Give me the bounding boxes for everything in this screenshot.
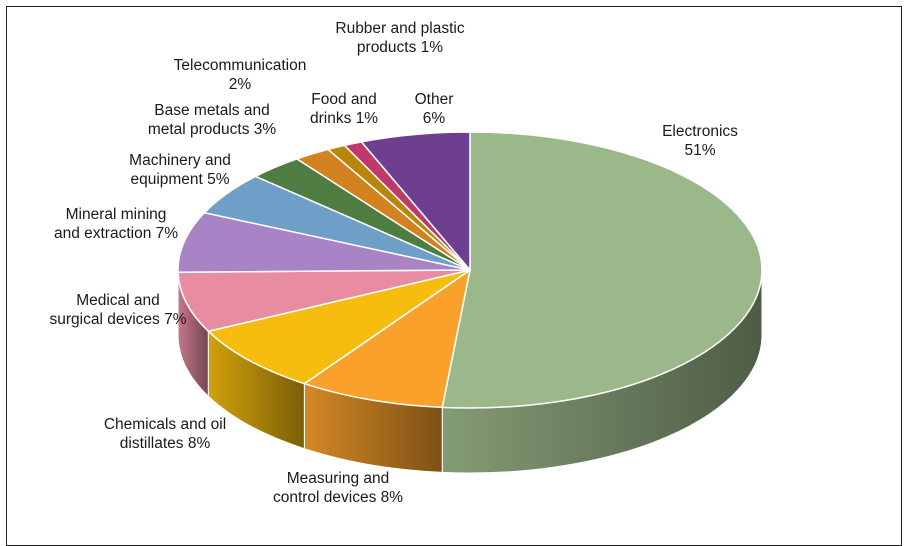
slice-label-8: Rubber and plasticproducts 1% [335,20,464,56]
slice-label-4: Mineral miningand extraction 7% [54,206,178,242]
slice-label-3: Medical andsurgical devices 7% [50,292,187,328]
slice-label-0: Electronics51% [662,123,738,159]
slice-label-7: Telecommunication2% [174,57,307,93]
slice-label-1: Measuring andcontrol devices 8% [273,470,403,506]
slice-label-9: Food anddrinks 1% [310,91,378,127]
slice-label-2: Chemicals and oildistillates 8% [104,416,226,452]
slice-label-10: Other6% [415,91,454,127]
pie-chart: Electronics51% Measuring andcontrol devic… [0,0,907,533]
slice-label-5: Machinery andequipment 5% [129,152,231,188]
slice-label-6: Base metals andmetal products 3% [148,102,277,138]
